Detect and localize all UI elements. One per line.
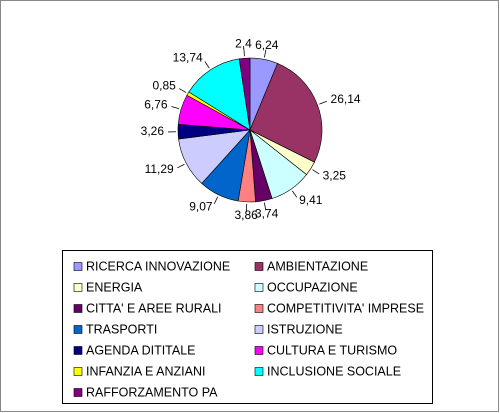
value-label: 2,4 bbox=[235, 36, 252, 50]
legend-swatch bbox=[73, 262, 83, 271]
value-label: 13,74 bbox=[173, 50, 203, 64]
legend-label: CITTA' E AREE RURALI bbox=[86, 301, 222, 315]
value-label: 6,24 bbox=[255, 38, 279, 52]
legend-swatch bbox=[73, 283, 83, 292]
leader-line bbox=[171, 106, 180, 110]
legend-label: RAFFORZAMENTO PA bbox=[86, 385, 218, 399]
value-label: 9,07 bbox=[189, 200, 213, 214]
legend-swatch bbox=[254, 304, 264, 313]
legend-swatch bbox=[73, 325, 83, 334]
legend-swatch bbox=[73, 346, 83, 355]
value-label: 26,14 bbox=[331, 92, 361, 106]
leader-line bbox=[213, 196, 219, 204]
legend-label: AGENDA DITITALE bbox=[86, 343, 196, 357]
legend-swatch bbox=[254, 283, 264, 292]
pie-slice bbox=[249, 63, 323, 163]
leader-line bbox=[291, 190, 298, 198]
legend-swatch bbox=[254, 262, 264, 271]
legend-label: COMPETITIVITA' IMPRESE bbox=[267, 301, 424, 315]
legend-label: ENERGIA bbox=[86, 280, 143, 294]
leader-line bbox=[179, 88, 187, 93]
value-label: 9,41 bbox=[299, 193, 323, 207]
legend-swatch bbox=[73, 388, 83, 397]
value-label: 3,74 bbox=[255, 207, 279, 221]
legend-swatch bbox=[254, 325, 264, 334]
legend-label: INCLUSIONE SOCIALE bbox=[267, 364, 401, 378]
legend-label: AMBIENTAZIONE bbox=[267, 259, 368, 273]
value-label: 3,86 bbox=[235, 208, 259, 222]
leader-line bbox=[204, 61, 210, 69]
legend-label: OCCUPAZIONE bbox=[267, 280, 358, 294]
legend-label: TRASPORTI bbox=[86, 322, 157, 336]
legend-label: INFANZIA E ANZIANI bbox=[86, 364, 205, 378]
leader-line bbox=[263, 202, 267, 211]
legend-label: ISTRUZIONE bbox=[267, 322, 343, 336]
legend-swatch bbox=[254, 346, 264, 355]
legend-swatch bbox=[254, 367, 264, 376]
legend-box bbox=[62, 250, 433, 404]
leader-line bbox=[319, 100, 327, 105]
leader-line bbox=[243, 48, 245, 57]
legend-swatch bbox=[73, 304, 83, 313]
value-label: 3,26 bbox=[141, 124, 165, 138]
leader-line bbox=[177, 163, 185, 169]
value-label: 3,25 bbox=[323, 168, 347, 182]
value-label: 0,85 bbox=[152, 79, 176, 93]
pie-slice bbox=[238, 57, 251, 131]
legend-label: CULTURA E TURISMO bbox=[267, 343, 397, 357]
legend-label: RICERCA INNOVAZIONE bbox=[86, 259, 230, 273]
pie-slice bbox=[188, 58, 251, 131]
legend-swatch bbox=[73, 367, 83, 376]
value-label: 11,29 bbox=[145, 162, 174, 176]
leader-line bbox=[264, 49, 267, 58]
value-label: 6,76 bbox=[144, 97, 168, 111]
leader-line bbox=[312, 169, 320, 175]
